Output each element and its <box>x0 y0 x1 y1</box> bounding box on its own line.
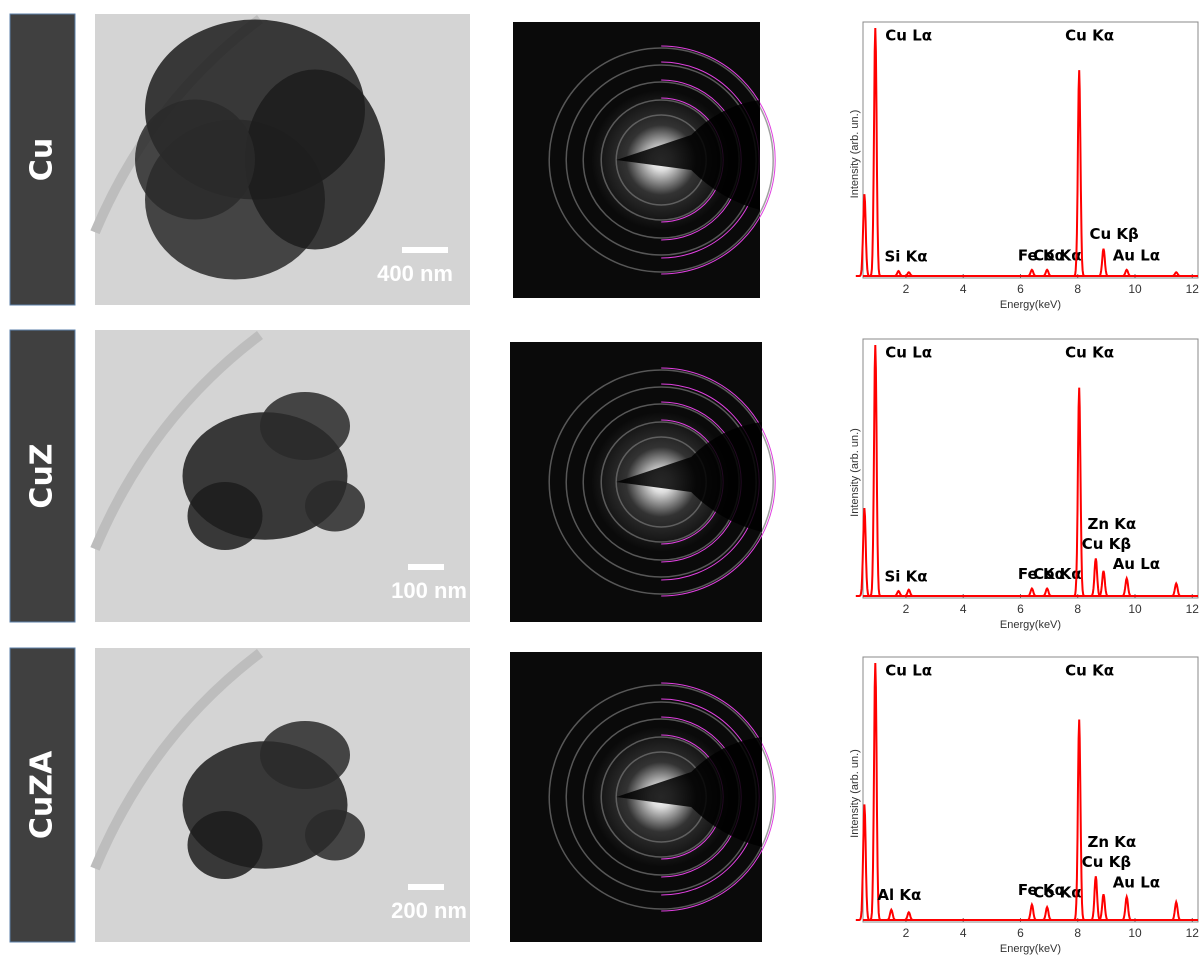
peak-label: Cu Kα <box>1065 344 1114 362</box>
peak-label: Cu Lα <box>885 662 932 680</box>
row-label: CuZ <box>25 443 60 508</box>
peak-label: Au Lα <box>1113 246 1160 264</box>
x-tick-label: 12 <box>1186 282 1200 296</box>
x-tick-label: 6 <box>1017 926 1024 940</box>
peak-label: Co Kα <box>1033 565 1081 583</box>
particle-aggregate <box>135 100 255 220</box>
peak-label: Cu Kα <box>1065 27 1114 45</box>
peak-label: Al Kα <box>877 886 921 904</box>
peak-label: Co Kα <box>1033 884 1081 902</box>
peak-label: Cu Lα <box>885 27 932 45</box>
particle-aggregate <box>305 481 365 532</box>
particle-aggregate <box>260 392 350 460</box>
particle-aggregate <box>188 811 263 879</box>
peak-label: Zn Kα <box>1088 515 1137 533</box>
x-tick-label: 4 <box>960 926 967 940</box>
x-tick-label: 10 <box>1128 282 1142 296</box>
scale-bar <box>402 247 448 253</box>
x-tick-label: 8 <box>1074 282 1081 296</box>
x-tick-label: 12 <box>1186 602 1200 616</box>
peak-label: Co Kα <box>1033 246 1081 264</box>
peak-label: Cu Kβ <box>1090 225 1140 243</box>
figure: Cu 400 nm CuZ 100 nm CuZA 200 nm 2 4 6 8 10 12 Energ… <box>0 0 1204 961</box>
scale-bar-label: 400 nm <box>377 261 453 286</box>
peak-label: Cu Kβ <box>1082 853 1132 871</box>
x-tick-label: 6 <box>1017 282 1024 296</box>
y-axis-label: Intensity (arb. un.) <box>849 428 861 517</box>
x-tick-label: 6 <box>1017 602 1024 616</box>
x-tick-label: 8 <box>1074 602 1081 616</box>
peak-label: Cu Kα <box>1065 662 1114 680</box>
x-tick-label: 10 <box>1128 602 1142 616</box>
x-axis-label: Energy(keV) <box>1000 619 1061 631</box>
x-axis-label: Energy(keV) <box>1000 943 1061 955</box>
peak-label: Zn Kα <box>1088 833 1137 851</box>
particle-aggregate <box>188 482 263 550</box>
particle-aggregate <box>245 70 385 250</box>
peak-label: Si Kα <box>885 567 928 585</box>
peak-label: Cu Kβ <box>1082 535 1132 553</box>
peak-label: Au Lα <box>1113 873 1160 891</box>
particle-aggregate <box>260 721 350 789</box>
row-label: CuZA <box>25 750 60 839</box>
x-tick-label: 2 <box>903 926 910 940</box>
peak-label: Au Lα <box>1113 555 1160 573</box>
y-axis-label: Intensity (arb. un.) <box>849 110 861 199</box>
x-tick-label: 2 <box>903 282 910 296</box>
x-tick-label: 12 <box>1186 926 1200 940</box>
x-tick-label: 10 <box>1128 926 1142 940</box>
scale-bar <box>408 564 444 570</box>
peak-label: Cu Lα <box>885 344 932 362</box>
particle-aggregate <box>305 810 365 861</box>
x-tick-label: 4 <box>960 282 967 296</box>
scale-bar-label: 200 nm <box>391 898 467 923</box>
y-axis-label: Intensity (arb. un.) <box>849 749 861 838</box>
x-tick-label: 4 <box>960 602 967 616</box>
x-tick-label: 8 <box>1074 926 1081 940</box>
scale-bar <box>408 884 444 890</box>
scale-bar-label: 100 nm <box>391 578 467 603</box>
x-axis-label: Energy(keV) <box>1000 299 1061 311</box>
row-label: Cu <box>25 138 60 181</box>
plot-frame <box>863 22 1198 278</box>
x-tick-label: 2 <box>903 602 910 616</box>
peak-label: Si Kα <box>885 248 928 266</box>
